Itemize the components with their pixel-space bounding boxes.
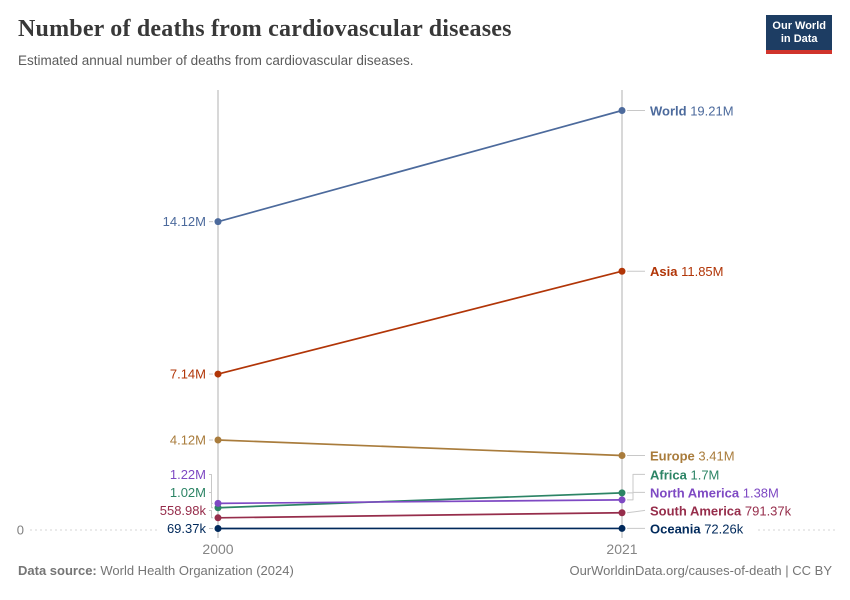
label-connector [209, 473, 213, 504]
logo-line-1: Our World [772, 20, 826, 32]
data-point-north-america-2000[interactable] [214, 499, 222, 507]
data-point-asia-2000[interactable] [214, 370, 222, 378]
owid-logo[interactable]: Our World in Data [766, 15, 832, 54]
data-point-world-2021[interactable] [618, 107, 626, 114]
chart-header: Number of deaths from cardiovascular dis… [18, 15, 832, 68]
data-point-europe-2021[interactable] [618, 452, 626, 460]
start-value-label-asia: 7.14M [170, 367, 206, 382]
data-point-south-america-2021[interactable] [618, 509, 626, 517]
label-connector [627, 491, 645, 501]
data-source-label: Data source: [18, 563, 97, 578]
start-value-label-europe: 4.12M [170, 433, 206, 448]
start-value-label-africa: 1.02M [170, 485, 206, 500]
license-text[interactable]: OurWorldinData.org/causes-of-death | CC … [569, 563, 832, 578]
start-value-label-world: 14.12M [163, 214, 206, 229]
label-connector [209, 509, 213, 519]
series-label-north-america[interactable]: North America 1.38M [650, 485, 779, 500]
data-point-south-america-2000[interactable] [214, 514, 222, 522]
data-source: Data source: World Health Organization (… [18, 563, 294, 578]
data-point-world-2000[interactable] [214, 218, 222, 226]
data-point-oceania-2000[interactable] [214, 524, 222, 532]
start-value-label-north-america: 1.22M [170, 467, 206, 482]
start-value-label-oceania: 69.37k [167, 521, 207, 536]
series-line-south-america[interactable] [217, 511, 623, 519]
chart-footer: Data source: World Health Organization (… [18, 563, 832, 578]
series-line-north-america[interactable] [217, 499, 623, 505]
page-subtitle: Estimated annual number of deaths from c… [18, 53, 414, 68]
data-point-asia-2021[interactable] [618, 267, 626, 275]
data-source-text: World Health Organization (2024) [96, 563, 294, 578]
x-tick-2021: 2021 [606, 541, 637, 557]
series-label-world[interactable]: World 19.21M [650, 103, 734, 118]
x-tick-2000: 2000 [202, 541, 233, 557]
series-line-asia[interactable] [217, 270, 623, 375]
series-label-africa[interactable]: Africa 1.7M [650, 467, 719, 482]
series-label-asia[interactable]: Asia 11.85M [650, 264, 723, 279]
series-line-europe[interactable] [217, 439, 623, 457]
series-label-europe[interactable]: Europe 3.41M [650, 448, 735, 463]
label-connector [209, 491, 213, 509]
data-point-north-america-2021[interactable] [618, 496, 626, 504]
page-title: Number of deaths from cardiovascular dis… [18, 16, 512, 42]
series-label-south-america[interactable]: South America 791.37k [650, 503, 792, 518]
logo-line-2: in Data [780, 33, 818, 45]
series-label-oceania[interactable]: Oceania 72.26k [650, 521, 744, 536]
series-line-world[interactable] [217, 109, 623, 223]
data-point-africa-2021[interactable] [618, 489, 626, 497]
label-connector [626, 509, 646, 514]
y-tick-zero: 0 [17, 523, 24, 538]
series-line-africa[interactable] [217, 492, 623, 509]
data-point-oceania-2021[interactable] [618, 524, 626, 532]
label-connector [627, 473, 645, 494]
start-value-label-south-america: 558.98k [160, 503, 207, 518]
data-point-europe-2000[interactable] [214, 436, 222, 444]
